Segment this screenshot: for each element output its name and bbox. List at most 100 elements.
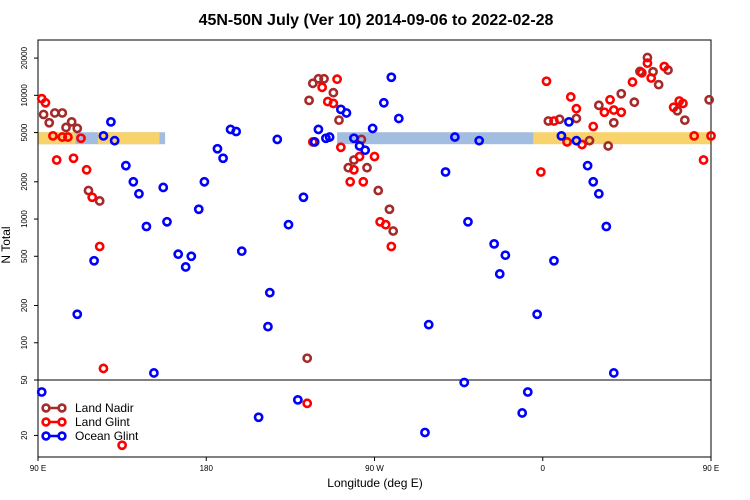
land-glint-point [549, 116, 559, 126]
land-nadir-point [49, 108, 60, 118]
land-glint-point [588, 121, 599, 132]
legend-marker-land-glint [41, 417, 51, 427]
land-glint-point [51, 155, 62, 165]
y-tick-label: 5000 [20, 123, 29, 141]
ocean-glint-point [89, 255, 99, 266]
land-nadir-point [362, 162, 372, 173]
legend-label-land-nadir: Land Nadir [75, 401, 134, 415]
land-nadir-point [608, 117, 619, 128]
x-axis: 90 E 180 90 W 0 90 E [30, 457, 719, 473]
land-nadir-point [61, 122, 71, 133]
land-glint-point [642, 58, 653, 69]
land-glint-point [698, 155, 709, 165]
land-glint-point [608, 105, 619, 115]
land-nadir-point [373, 185, 384, 196]
ocean-glint-point [556, 130, 567, 141]
ocean-glint-point [500, 250, 511, 261]
land-glint-point [535, 167, 546, 177]
land-glint-point [562, 137, 572, 147]
y-axis: 50 100 200 500 1000 2000 5000 10000 20000 20 [20, 46, 38, 440]
land-glint-point [63, 132, 73, 142]
y-tick-label: 500 [20, 249, 29, 263]
land-nadir-point [66, 116, 77, 127]
ocean-glint-point [463, 216, 473, 227]
ocean-glint-point [309, 137, 320, 147]
ocean-glint-point [36, 387, 47, 397]
ocean-glint-point [549, 255, 559, 266]
land-glint-point [76, 133, 86, 144]
land-nadir-point [72, 123, 83, 134]
y-tick-label: 100 [20, 336, 29, 350]
ocean-glint-point [272, 134, 283, 145]
land-nadir-point [603, 141, 614, 151]
ocean-glint-point [72, 309, 83, 320]
y-tick-label: 50 [20, 375, 29, 384]
ocean-glint-point [236, 246, 247, 257]
land-glint-point [302, 398, 313, 409]
x-tick-label: 90 E [703, 464, 719, 473]
y-tick-label: 20 [20, 430, 29, 439]
y-axis-label: N Total [0, 226, 13, 263]
ocean-glint-point [367, 123, 378, 134]
ocean-glint-point [423, 319, 434, 330]
land-glint-point [689, 130, 700, 141]
land-nadir-point [679, 115, 690, 126]
land-glint-point [68, 153, 79, 164]
land-nadir-point [94, 196, 105, 206]
legend-marker-ocean-glint [57, 431, 67, 441]
land-nadir-point [653, 79, 664, 90]
ocean-glint-point [313, 124, 324, 135]
ocean-glint-point [298, 192, 309, 203]
legend-label-ocean-glint: Ocean Glint [75, 429, 139, 443]
land-nadir-point [313, 73, 324, 84]
ocean-glint-point [349, 133, 359, 144]
land-nadir-point [307, 78, 318, 89]
land-nadir-point [704, 94, 715, 105]
x-tick-label: 90 E [30, 464, 46, 473]
ocean-glint-point [593, 188, 604, 199]
land-nadir-point [44, 117, 55, 128]
ocean-glint-point [186, 251, 197, 262]
ocean-glint-point [582, 160, 593, 171]
ocean-glint-point [120, 160, 131, 171]
land-glint-point [369, 151, 380, 162]
ocean-glint-point [571, 135, 582, 146]
land-glint-point [358, 176, 369, 187]
land-glint-point [386, 241, 397, 252]
y-tick-label: 200 [20, 298, 29, 312]
ocean-glint-point [109, 135, 120, 146]
land-glint-point [636, 67, 647, 78]
series-points [36, 52, 716, 451]
land-glint-point [541, 76, 552, 87]
ocean-glint-point [149, 368, 159, 378]
land-glint-point [678, 98, 688, 109]
land-glint-point [571, 103, 582, 114]
y-tick-label: 2000 [20, 172, 29, 190]
land-nadir-point [584, 135, 595, 146]
ocean-glint-point [601, 221, 612, 232]
land-glint-point [332, 74, 343, 85]
land-nadir-point [571, 113, 582, 124]
land-glint-point [349, 164, 359, 175]
ocean-glint-point [494, 269, 505, 279]
land-nadir-point [38, 109, 49, 120]
land-nadir-point [629, 97, 640, 108]
ocean-glint-point [420, 427, 430, 438]
ocean-glint-point [608, 368, 619, 378]
legend-marker-land-glint [57, 417, 67, 427]
ocean-glint-point [134, 188, 144, 199]
legend-marker-ocean-glint [41, 431, 51, 441]
land-glint-point [98, 363, 109, 374]
land-glint-point [345, 176, 356, 187]
land-glint-point [94, 241, 105, 252]
land-nadir-point [57, 108, 68, 118]
land-glint-point [117, 440, 128, 451]
ocean-glint-point [264, 287, 275, 298]
ocean-glint-point [532, 309, 543, 320]
land-glint-point [317, 82, 328, 93]
land-nadir-point [543, 116, 554, 126]
ocean-glint-point [474, 135, 485, 146]
ocean-glint-point [253, 412, 264, 423]
